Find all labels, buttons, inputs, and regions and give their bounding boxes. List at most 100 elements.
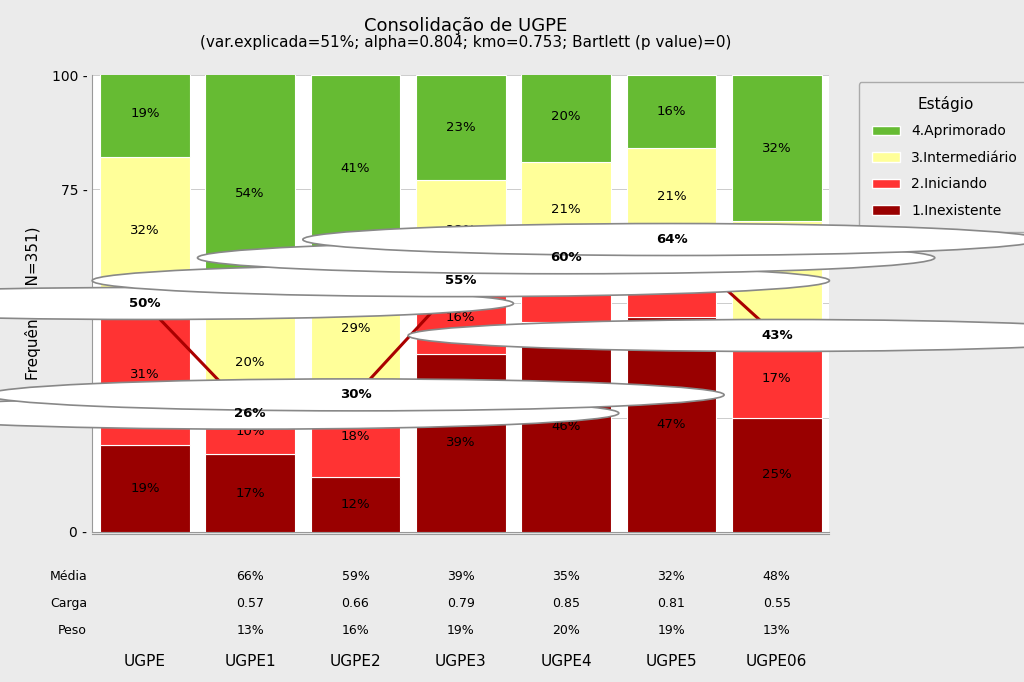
Text: 17%: 17% (762, 372, 792, 385)
Text: 16%: 16% (446, 311, 475, 324)
Text: 25%: 25% (762, 469, 792, 481)
Text: 0.55: 0.55 (763, 597, 791, 610)
Bar (416, 75, 506, 180)
Bar (627, 317, 716, 532)
Text: 13%: 13% (237, 624, 264, 638)
Text: 54%: 54% (236, 188, 265, 201)
Bar (100, 70, 189, 158)
Text: 22%: 22% (446, 224, 475, 237)
Text: 41%: 41% (341, 162, 371, 175)
Text: Peso: Peso (58, 624, 87, 638)
Text: 19%: 19% (657, 624, 685, 638)
Text: 30%: 30% (340, 388, 372, 402)
Bar (100, 158, 189, 303)
Bar (416, 280, 506, 354)
Text: 0.81: 0.81 (657, 597, 685, 610)
Text: 0.79: 0.79 (446, 597, 475, 610)
Text: Consolidação de UGPE: Consolidação de UGPE (365, 17, 567, 35)
Bar (100, 303, 189, 445)
Bar (206, 409, 295, 454)
Text: 16%: 16% (656, 105, 686, 118)
Bar (310, 477, 400, 532)
Text: UGPE2: UGPE2 (330, 654, 381, 669)
Bar (732, 75, 821, 221)
Text: 13%: 13% (763, 624, 791, 638)
Text: 19%: 19% (130, 107, 160, 120)
Circle shape (92, 265, 829, 297)
Text: 35%: 35% (552, 569, 580, 583)
Text: 47%: 47% (656, 418, 686, 431)
Circle shape (0, 379, 724, 411)
Text: 32%: 32% (130, 224, 160, 237)
Text: 39%: 39% (446, 569, 475, 583)
Bar (310, 75, 400, 263)
Text: 20%: 20% (552, 624, 580, 638)
Text: Carga: Carga (50, 597, 87, 610)
Text: 17%: 17% (236, 487, 265, 500)
Text: 46%: 46% (552, 420, 581, 433)
Text: 60%: 60% (550, 251, 582, 265)
Circle shape (198, 242, 935, 273)
Text: 18%: 18% (341, 430, 371, 443)
Text: 31%: 31% (130, 368, 160, 381)
Text: 32%: 32% (657, 569, 685, 583)
Text: 0.66: 0.66 (342, 597, 370, 610)
Text: 20%: 20% (551, 110, 581, 123)
Bar (732, 221, 821, 340)
Text: UGPE5: UGPE5 (646, 654, 697, 669)
Text: 12%: 12% (341, 498, 371, 511)
Text: 29%: 29% (341, 322, 371, 335)
Text: 0.57: 0.57 (237, 597, 264, 610)
Text: 21%: 21% (656, 190, 686, 203)
Text: 43%: 43% (761, 329, 793, 342)
Text: 10%: 10% (236, 425, 265, 438)
Text: 48%: 48% (763, 569, 791, 583)
Text: UGPE: UGPE (124, 654, 166, 669)
Text: 23%: 23% (446, 121, 475, 134)
Bar (206, 70, 295, 317)
Bar (310, 263, 400, 395)
Circle shape (0, 397, 618, 429)
Bar (732, 340, 821, 417)
Bar (521, 258, 611, 322)
Text: 16%: 16% (342, 624, 370, 638)
Bar (521, 162, 611, 258)
Bar (521, 322, 611, 532)
Text: 32%: 32% (762, 142, 792, 155)
Circle shape (0, 288, 513, 319)
Text: UGPE06: UGPE06 (746, 654, 808, 669)
Text: 20%: 20% (236, 357, 265, 370)
Text: 59%: 59% (342, 569, 370, 583)
Circle shape (303, 224, 1024, 256)
Bar (416, 354, 506, 532)
Y-axis label: Frequência (N=351): Frequência (N=351) (25, 226, 41, 381)
Bar (310, 395, 400, 477)
Text: (var.explicada=51%; alpha=0.804; kmo=0.753; Bartlett (p value)=0): (var.explicada=51%; alpha=0.804; kmo=0.7… (201, 35, 731, 50)
Bar (100, 445, 189, 532)
Text: 0.85: 0.85 (552, 597, 581, 610)
Bar (627, 75, 716, 148)
Text: 16%: 16% (656, 274, 686, 287)
Text: 66%: 66% (237, 569, 264, 583)
Bar (206, 454, 295, 532)
Bar (732, 417, 821, 532)
Text: 19%: 19% (446, 624, 475, 638)
Text: 39%: 39% (446, 436, 475, 449)
Text: 26%: 26% (762, 274, 792, 287)
Text: 19%: 19% (130, 482, 160, 495)
Text: UGPE4: UGPE4 (541, 654, 592, 669)
Bar (521, 70, 611, 162)
Text: Média: Média (49, 569, 87, 583)
Legend: 4.Aprimorado, 3.Intermediário, 2.Iniciando, 1.Inexistente: 4.Aprimorado, 3.Intermediário, 2.Inician… (858, 82, 1024, 232)
Bar (416, 180, 506, 281)
Text: 50%: 50% (129, 297, 161, 310)
Text: UGPE1: UGPE1 (224, 654, 275, 669)
Text: 64%: 64% (655, 233, 687, 246)
Circle shape (409, 319, 1024, 351)
Text: 21%: 21% (551, 203, 581, 216)
Bar (627, 148, 716, 244)
Text: 14%: 14% (551, 283, 581, 296)
Text: 55%: 55% (445, 274, 476, 287)
Bar (206, 317, 295, 409)
Bar (627, 244, 716, 317)
